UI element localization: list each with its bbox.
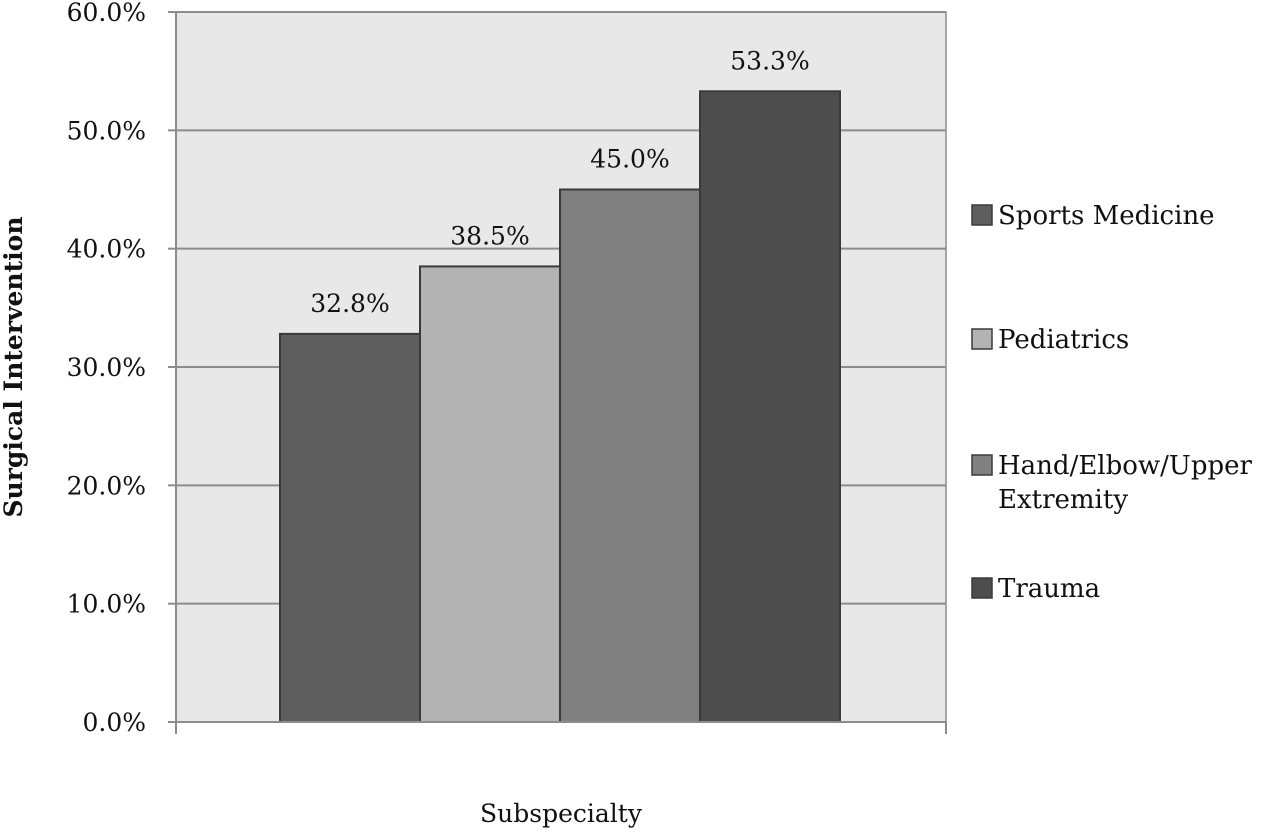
legend-swatch xyxy=(971,454,993,476)
data-label: 53.3% xyxy=(730,46,809,75)
data-label: 38.5% xyxy=(450,221,529,250)
legend: Sports Medicine Pediatrics Hand/Elbow/Uppe… xyxy=(971,201,1253,604)
legend-label: Sports Medicine xyxy=(998,201,1215,231)
y-tick-labels: 0.0% 10.0% 20.0% 30.0% 40.0% 50.0% 60.0% xyxy=(67,0,146,737)
y-tick-label: 0.0% xyxy=(82,708,146,737)
bar-sports-medicine xyxy=(279,332,421,723)
legend-swatch xyxy=(971,328,993,350)
data-label: 32.8% xyxy=(310,289,389,318)
y-tick-label: 50.0% xyxy=(67,116,146,145)
bars xyxy=(279,90,841,724)
data-label: 45.0% xyxy=(590,145,669,174)
legend-swatch xyxy=(971,577,993,599)
y-tick-label: 10.0% xyxy=(67,590,146,619)
bar-hand-elbow-upper-extremity xyxy=(559,188,701,723)
y-tick-label: 20.0% xyxy=(67,471,146,500)
y-axis-title: Surgical Intervention xyxy=(0,216,28,517)
x-axis-title: Subspecialty xyxy=(480,799,643,828)
legend-label: Hand/Elbow/Upper xyxy=(998,451,1253,481)
bar-trauma xyxy=(699,90,841,724)
axes xyxy=(168,11,947,734)
legend-swatch xyxy=(971,204,993,226)
legend-label: Extremity xyxy=(998,485,1128,515)
data-labels: 32.8% 38.5% 45.0% 53.3% xyxy=(310,46,809,318)
bar-pediatrics xyxy=(419,265,561,723)
y-tick-label: 60.0% xyxy=(67,0,146,27)
legend-label: Trauma xyxy=(998,574,1100,604)
legend-label: Pediatrics xyxy=(998,325,1129,355)
y-tick-label: 40.0% xyxy=(67,235,146,264)
y-tick-label: 30.0% xyxy=(67,353,146,382)
